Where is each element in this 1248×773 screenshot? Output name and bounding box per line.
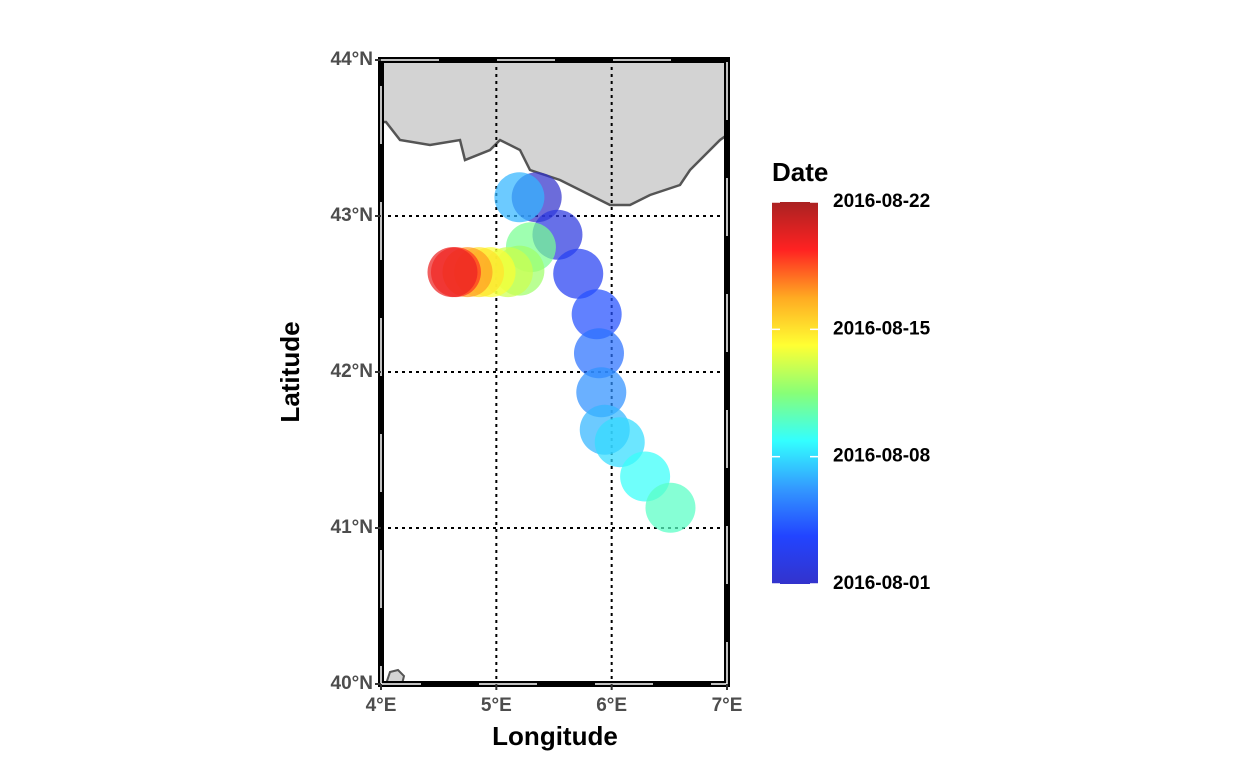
colorbar-label: 2016-08-08 (833, 446, 930, 467)
x-tick-label: 7°E (712, 695, 743, 716)
colorbar-label: 2016-08-01 (833, 573, 931, 594)
y-tick-label: 44°N (331, 49, 373, 70)
land (381, 60, 727, 207)
colorbar (772, 202, 818, 584)
y-tick-label: 40°N (331, 673, 373, 694)
x-axis-title: Longitude (492, 721, 618, 751)
islet (385, 668, 406, 684)
track-point (494, 172, 545, 223)
y-tick-label: 43°N (331, 205, 373, 226)
track-point (573, 328, 624, 379)
y-tick-label: 42°N (331, 361, 373, 382)
track-point (576, 367, 627, 418)
track-point (594, 417, 645, 468)
colorbar-label: 2016-08-15 (833, 318, 931, 339)
track-point (571, 289, 622, 340)
colorbar-label: 2016-08-22 (833, 191, 930, 212)
x-tick-label: 6°E (596, 695, 627, 716)
track-point (645, 482, 696, 533)
track-point (553, 248, 604, 299)
x-tick-label: 4°E (366, 695, 397, 716)
y-tick-label: 41°N (331, 517, 373, 538)
legend-title: Date (772, 157, 828, 187)
y-axis-title: Latitude (275, 321, 305, 422)
track-point (427, 247, 478, 298)
x-tick-label: 5°E (481, 695, 512, 716)
